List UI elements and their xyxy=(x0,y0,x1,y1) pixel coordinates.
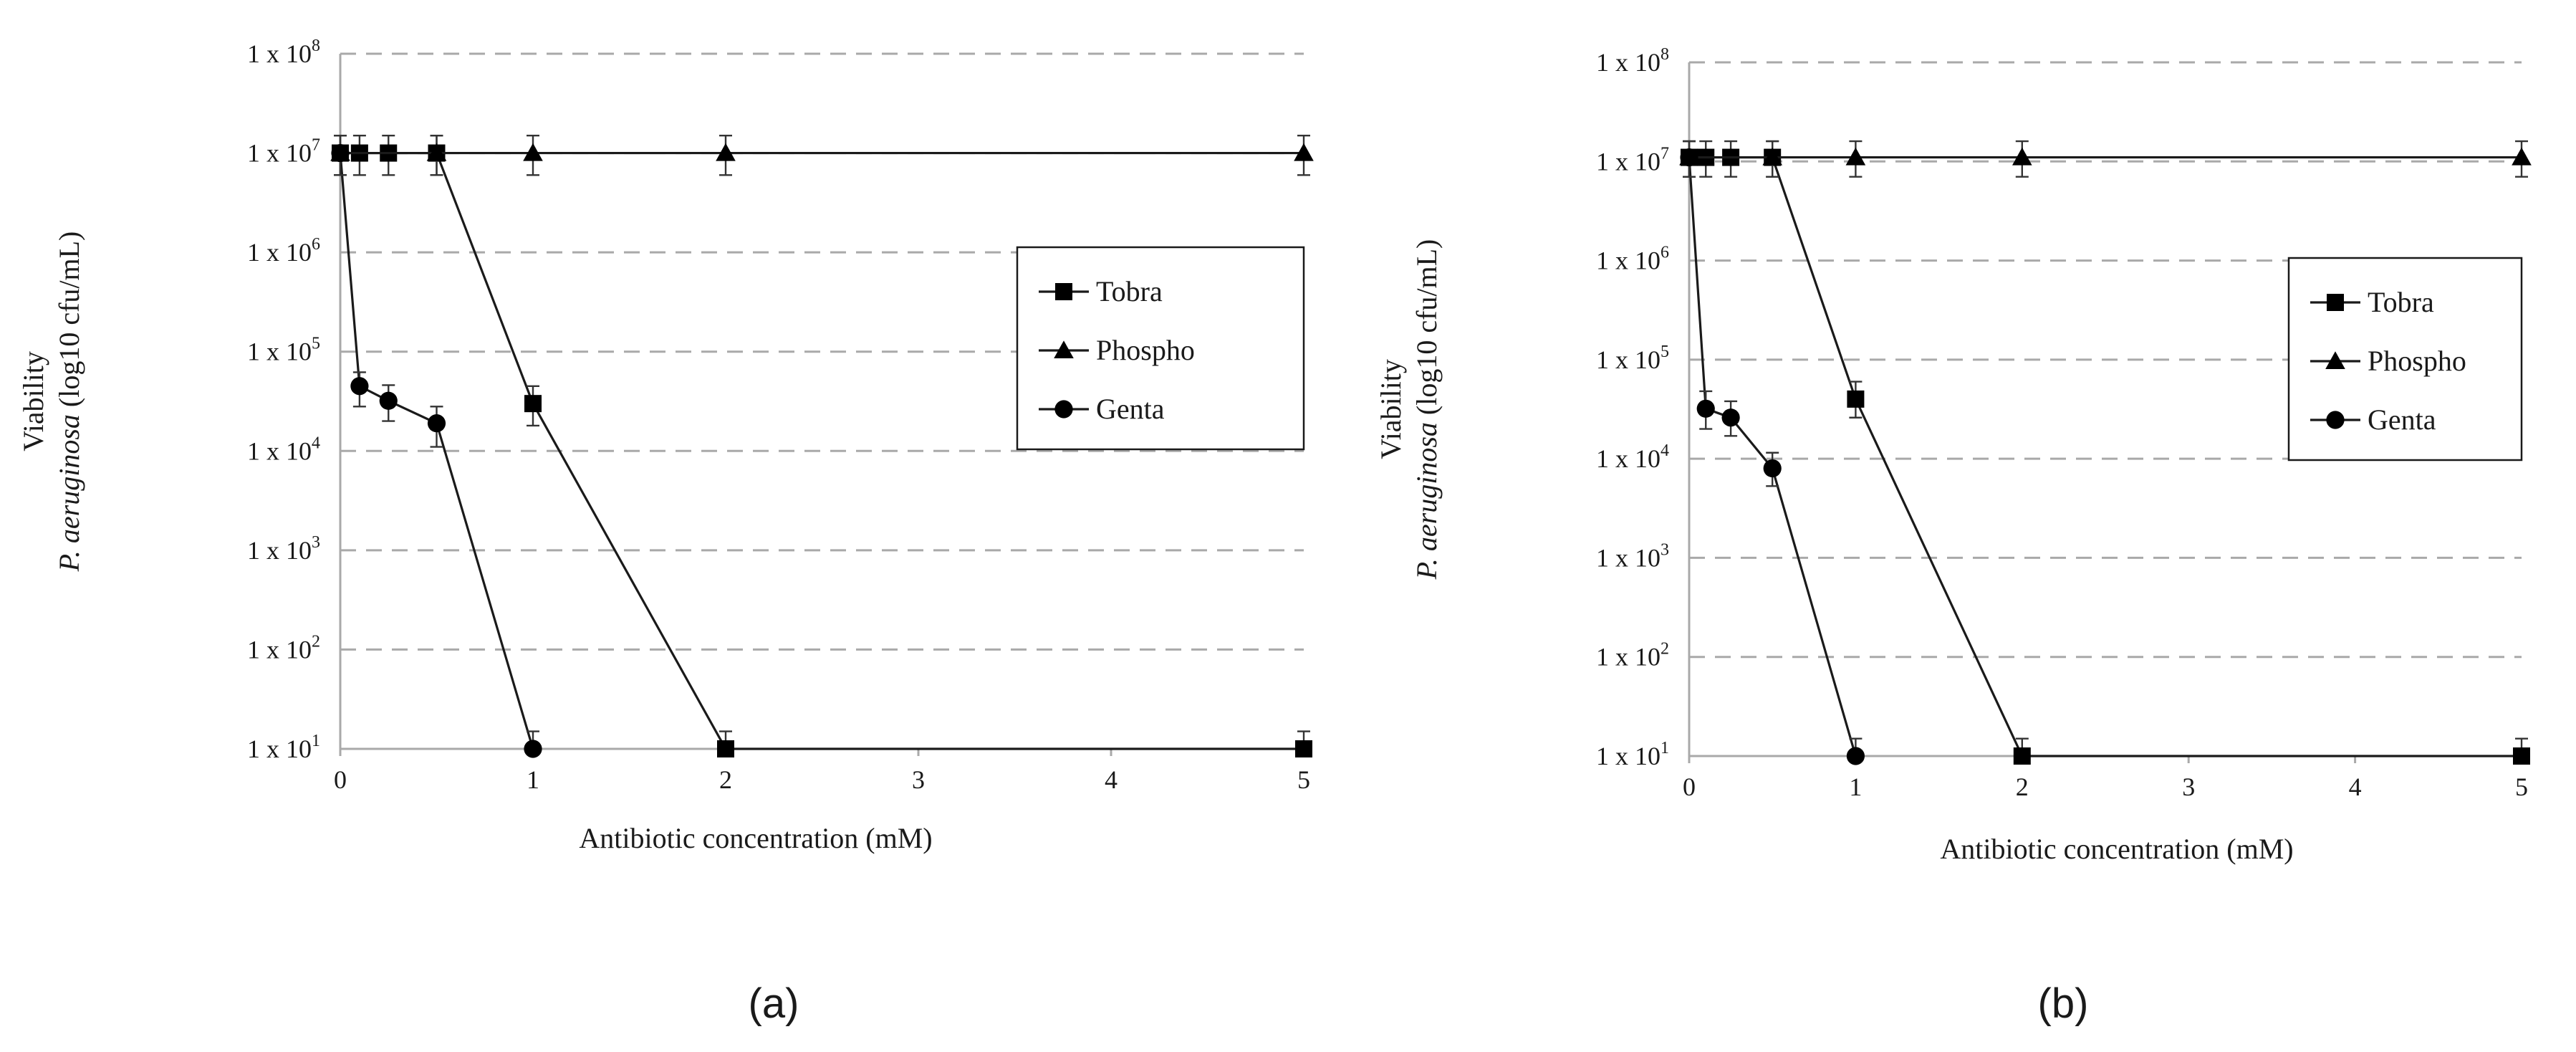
panel-label-b: (b) xyxy=(2038,980,2089,1027)
legend-marker-genta xyxy=(2326,411,2345,429)
x-tick-label: 5 xyxy=(2515,773,2528,801)
data-point-tobra xyxy=(524,395,542,413)
y-tick-label: 1 x 102 xyxy=(1596,640,1669,671)
series-phospho xyxy=(1679,140,2532,178)
y-axis-title-line1: Viability xyxy=(1375,359,1407,459)
data-point-tobra xyxy=(717,740,734,757)
x-tick-label: 0 xyxy=(1683,773,1696,801)
x-tick-label: 2 xyxy=(2016,773,2029,801)
y-tick-label: 1 x 104 xyxy=(1596,441,1669,473)
y-tick-label: 1 x 106 xyxy=(247,235,320,267)
data-point-phospho xyxy=(2512,147,2532,166)
y-tick-label: 1 x 103 xyxy=(1596,540,1669,572)
x-axis-title: Antibiotic concentration (mM) xyxy=(1940,833,2293,865)
legend-marker-phospho xyxy=(2325,351,2345,370)
legend-item-tobra: Tobra xyxy=(1039,275,1163,307)
legend: Tobra Phospho Genta xyxy=(2287,257,2523,462)
legend-item-phospho: Phospho xyxy=(2310,345,2466,377)
legend-label: Genta xyxy=(2368,403,2436,436)
panel-label-a: (a) xyxy=(749,980,799,1027)
legend-label: Phospho xyxy=(1096,334,1195,366)
data-point-genta xyxy=(427,414,446,433)
data-point-tobra xyxy=(2513,747,2530,765)
x-tick-label: 5 xyxy=(1297,765,1310,794)
x-tick-label: 4 xyxy=(2349,773,2362,801)
x-tick-label: 2 xyxy=(719,765,732,794)
data-point-tobra xyxy=(1295,740,1312,757)
data-point-genta xyxy=(524,740,542,758)
legend-marker-phospho xyxy=(1054,340,1074,359)
y-tick-label: 1 x 101 xyxy=(247,732,320,763)
y-tick-label: 1 x 108 xyxy=(1596,45,1669,77)
x-tick-label: 1 xyxy=(527,765,539,794)
legend-item-tobra: Tobra xyxy=(2310,286,2434,318)
y-axis-title-line1: Viability xyxy=(17,351,49,451)
data-point-genta xyxy=(1721,408,1740,427)
legend-item-genta: Genta xyxy=(2310,403,2436,436)
data-point-genta xyxy=(1846,747,1865,765)
x-tick-label: 3 xyxy=(912,765,925,794)
data-point-phospho xyxy=(1294,143,1314,161)
x-tick-label: 0 xyxy=(334,765,347,794)
y-tick-label: 1 x 107 xyxy=(247,136,320,168)
data-point-phospho xyxy=(1762,147,1782,166)
x-tick-label: 4 xyxy=(1105,765,1118,794)
legend-label: Phospho xyxy=(2368,345,2466,377)
y-tick-label: 1 x 108 xyxy=(247,37,320,68)
legend-marker-tobra xyxy=(2327,294,2344,311)
legend-box xyxy=(2287,257,2523,462)
legend-label: Genta xyxy=(1096,393,1165,425)
data-point-genta xyxy=(350,377,369,396)
data-point-phospho xyxy=(716,143,736,161)
data-point-tobra xyxy=(1847,390,1865,408)
data-point-genta xyxy=(1680,148,1698,167)
y-tick-label: 1 x 104 xyxy=(247,434,320,465)
y-tick-label: 1 x 106 xyxy=(1596,244,1669,275)
legend-item-genta: Genta xyxy=(1039,393,1165,425)
y-tick-label: 1 x 102 xyxy=(247,632,320,664)
y-tick-label: 1 x 103 xyxy=(247,533,320,565)
data-point-phospho xyxy=(426,143,447,161)
chart-panel-a: 1 x 101 1 x 102 1 x 103 1 x 104 1 x 105 1 x 1… xyxy=(17,37,1314,854)
legend-marker-genta xyxy=(1054,400,1073,419)
data-point-phospho xyxy=(1845,147,1866,166)
y-axis-title-line2: P. aeruginosa (log10 cfu/mL) xyxy=(53,231,85,573)
legend-label: Tobra xyxy=(2368,286,2434,318)
y-tick-label: 1 x 101 xyxy=(1596,739,1669,770)
data-point-genta xyxy=(1763,459,1782,478)
data-point-genta xyxy=(1696,399,1715,418)
y-tick-label: 1 x 107 xyxy=(1596,144,1669,176)
data-point-phospho xyxy=(2012,147,2032,166)
y-tick-label: 1 x 105 xyxy=(1596,343,1669,374)
y-tick-label: 1 x 105 xyxy=(247,335,320,366)
series-genta xyxy=(331,134,542,758)
legend: Tobra Phospho Genta xyxy=(1016,246,1305,451)
data-point-genta xyxy=(331,143,350,163)
data-point-tobra xyxy=(2013,747,2031,765)
x-tick-label: 3 xyxy=(2182,773,2195,801)
x-tick-label: 1 xyxy=(1849,773,1862,801)
chart-panel-b: 1 x 101 1 x 102 1 x 103 1 x 104 1 x 105 1 x 1… xyxy=(1375,45,2532,865)
y-axis-title-line2: P. aeruginosa (log10 cfu/mL) xyxy=(1410,239,1443,580)
legend-label: Tobra xyxy=(1096,275,1163,307)
legend-marker-tobra xyxy=(1055,283,1072,300)
series-genta xyxy=(1680,140,1865,765)
data-point-phospho xyxy=(523,143,543,161)
legend-item-phospho: Phospho xyxy=(1039,334,1195,366)
data-point-genta xyxy=(379,391,398,410)
series-phospho xyxy=(330,134,1314,176)
x-axis-title: Antibiotic concentration (mM) xyxy=(579,822,932,854)
